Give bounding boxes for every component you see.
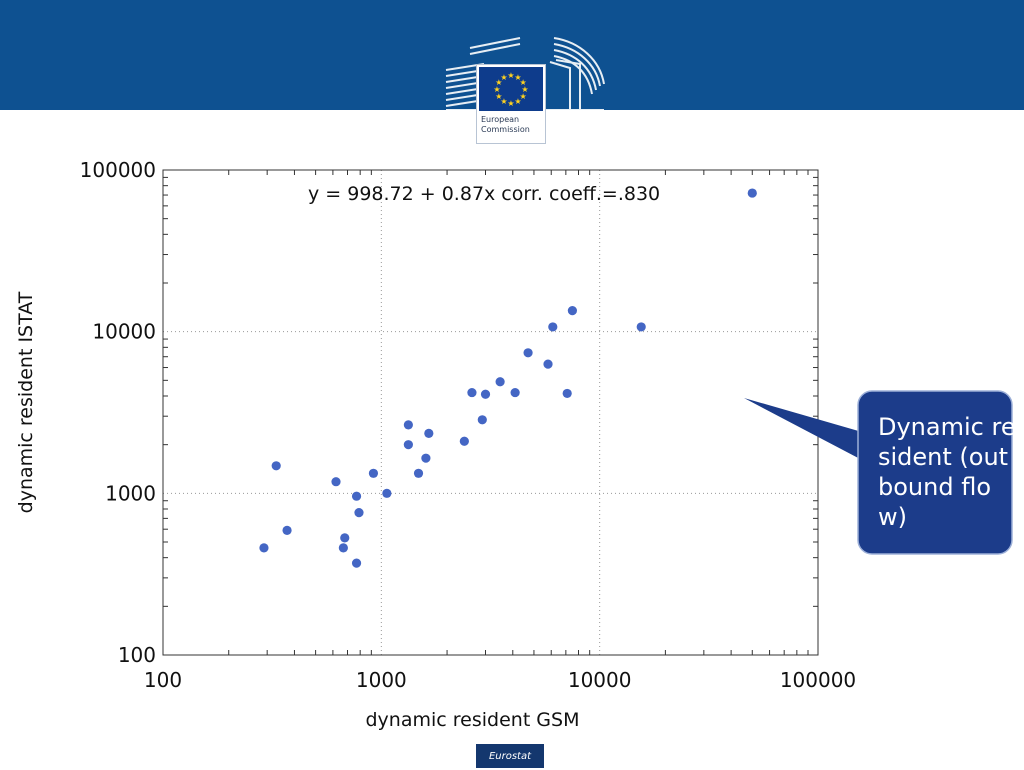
data-point [282, 525, 292, 535]
star-icon: ★ [495, 78, 502, 87]
ec-logo-box: ★ ★ ★ ★ ★ ★ ★ ★ ★ ★ ★ ★ European Commission [476, 64, 546, 144]
data-point [351, 558, 362, 568]
ec-building-icon [445, 37, 605, 111]
data-point [548, 322, 558, 332]
data-point [747, 188, 757, 198]
eu-stars: ★ ★★★★★★★★★★★ [493, 71, 528, 108]
data-point [495, 377, 505, 387]
chart-ticks: 100 1000 10000 100000 100 1000 10000 100000 [80, 158, 857, 692]
x-tick-label: 10000 [568, 668, 632, 692]
y-axis-label: dynamic resident ISTAT [15, 291, 37, 513]
data-point [480, 389, 491, 399]
data-point [403, 440, 413, 450]
data-point [368, 468, 379, 478]
x-axis-label: dynamic resident GSM [366, 709, 580, 731]
star-icon: ★ [507, 99, 514, 108]
data-point [562, 388, 572, 399]
callout-bubble [744, 390, 1013, 555]
data-point [477, 415, 487, 425]
data-point [424, 428, 434, 438]
eurostat-badge: Eurostat [476, 744, 544, 768]
data-point [338, 543, 348, 553]
european-commission-logo: ★ ★ ★ ★ ★ ★ ★ ★ ★ ★ ★ ★ European Commission [440, 34, 610, 146]
chart-grid [163, 170, 818, 655]
ec-logo-text-line2: Commission [481, 125, 530, 134]
x-tick-label: 1000 [356, 668, 407, 692]
data-point [523, 348, 533, 358]
data-point [351, 491, 362, 501]
data-point [382, 488, 392, 498]
data-point [467, 387, 477, 398]
y-tick-label: 100000 [80, 158, 156, 182]
star-icon: ★ [495, 92, 502, 101]
y-tick-label: 10000 [92, 320, 156, 344]
callout-text: Dynamic resident (outbound flow) [878, 413, 1016, 531]
star-icon: ★ [520, 78, 527, 87]
star-icon: ★ [500, 73, 507, 82]
data-point [413, 468, 424, 478]
data-point [510, 387, 520, 398]
star-icon: ★ [514, 73, 521, 82]
data-point [403, 420, 413, 430]
data-point [543, 359, 553, 369]
data-point [331, 477, 341, 487]
callout-pointer [744, 398, 862, 460]
x-tick-label: 100 [144, 668, 182, 692]
data-point [459, 436, 469, 446]
data-point [340, 533, 350, 543]
x-tick-label: 100000 [780, 668, 856, 692]
star-icon: ★ [514, 97, 521, 106]
data-point [271, 461, 281, 471]
eu-flag-icon: ★ ★ ★ ★ ★ ★ ★ ★ ★ ★ ★ ★ [479, 67, 543, 111]
chart-points [259, 188, 757, 568]
data-point [421, 453, 431, 463]
star-icon: ★ [500, 97, 507, 106]
data-point [567, 305, 577, 316]
callout-box [857, 390, 1013, 555]
regression-annotation: y = 998.72 + 0.87x corr. coeff.=.830 [308, 183, 660, 205]
y-tick-label: 1000 [105, 481, 156, 505]
plot-frame [162, 169, 819, 656]
data-point [354, 508, 364, 518]
y-tick-label: 100 [118, 643, 156, 667]
star-icon: ★ [521, 85, 528, 94]
data-point [636, 322, 646, 332]
scatter-chart: 100 1000 10000 100000 100 1000 10000 100000 y =… [15, 158, 857, 731]
star-icon: ★ [493, 85, 500, 94]
star-icon: ★ [507, 71, 514, 80]
star-icon: ★ [520, 92, 527, 101]
ec-logo-text-line1: European [481, 115, 520, 124]
data-point [259, 543, 269, 553]
